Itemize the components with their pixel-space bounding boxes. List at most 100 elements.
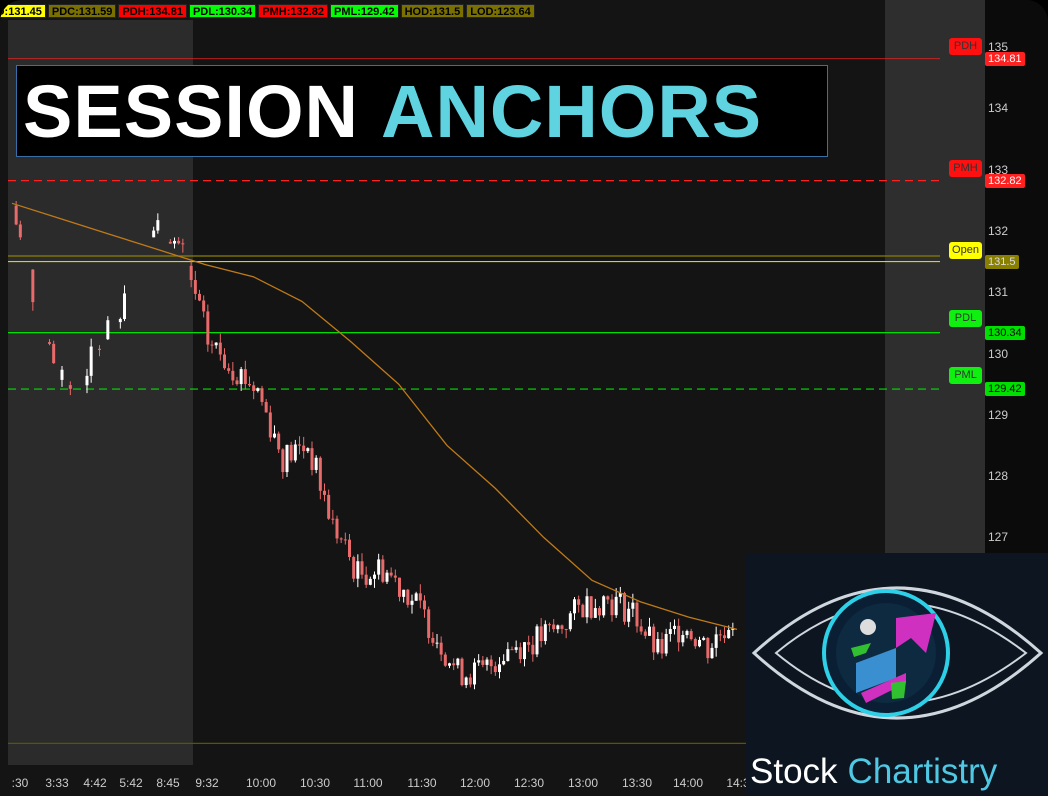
candle-body <box>85 375 89 386</box>
candle-body <box>168 241 172 244</box>
candle-body <box>481 660 485 665</box>
candle-body <box>260 388 264 402</box>
y-tick-label: 134 <box>988 101 1009 116</box>
candle-body <box>631 602 635 609</box>
candle-body <box>714 634 718 648</box>
title-word-2: ANCHORS <box>381 70 763 153</box>
candle-body <box>306 448 310 452</box>
candle-body <box>677 625 681 643</box>
candle-body <box>181 243 185 245</box>
x-tick-label: 14:3 <box>726 776 750 790</box>
candle-body <box>318 457 322 491</box>
level-badge: HOD:131.5 <box>400 4 465 18</box>
candle-body <box>439 642 443 655</box>
candle-body <box>560 625 564 629</box>
candle-body <box>731 628 735 630</box>
candle-body <box>568 613 572 630</box>
candle-body <box>435 642 439 644</box>
candle-body <box>239 369 243 385</box>
candle-body <box>627 608 631 622</box>
candle-body <box>193 280 197 294</box>
level-badge: O:131.45 <box>0 4 46 18</box>
candle-body <box>68 385 72 389</box>
candle-body <box>364 574 368 585</box>
candle-body <box>252 385 256 391</box>
level-badge: PDL:130.34 <box>188 4 257 18</box>
x-tick-label: 12:30 <box>513 776 545 790</box>
candle-body <box>31 269 35 303</box>
candle-body <box>418 593 422 601</box>
candle-body <box>368 578 372 585</box>
candle-body <box>623 593 626 622</box>
candle-body <box>152 230 156 238</box>
candle-body <box>352 556 356 579</box>
candle-body <box>314 457 318 470</box>
level-badge: PDC:131.59 <box>47 4 117 18</box>
x-tick-label: 12:00 <box>459 776 491 790</box>
candle-body <box>189 265 193 281</box>
candle-body <box>60 369 64 380</box>
candle-body <box>648 626 651 636</box>
candle-body <box>210 344 214 346</box>
x-tick-label: 5:42 <box>119 776 143 790</box>
candle-body <box>589 596 593 618</box>
candle-body <box>414 593 418 601</box>
candle-body <box>281 449 285 473</box>
candle-body <box>310 448 314 470</box>
eye-logo-icon <box>751 586 1044 720</box>
candle-body <box>635 602 639 627</box>
candle-body <box>552 624 556 630</box>
candle-body <box>493 666 497 673</box>
candle-body <box>302 445 306 452</box>
candle-body <box>514 647 518 650</box>
candle-body <box>468 677 472 685</box>
candle-body <box>356 561 360 579</box>
x-tick-label: 11:00 <box>353 776 383 790</box>
x-tick-label: 3:33 <box>45 776 69 790</box>
candle-body <box>506 649 510 661</box>
level-marker-pml: PML <box>949 367 982 384</box>
candle-body <box>331 518 335 520</box>
candle-body <box>643 631 647 636</box>
candle-body <box>248 383 251 386</box>
y-tick-label: 127 <box>988 530 1009 545</box>
candle-body <box>398 577 401 597</box>
candle-body <box>423 600 426 610</box>
x-tick-label: 13:00 <box>567 776 599 790</box>
candle-body <box>52 343 56 364</box>
candle-body <box>218 342 222 355</box>
candle-body <box>689 631 693 640</box>
candle-body <box>535 626 539 655</box>
candle-body <box>727 629 731 639</box>
level-badge: PMH:132.82 <box>258 4 329 18</box>
level-badge: LOD:123.64 <box>466 4 535 18</box>
candle-body <box>98 348 101 350</box>
candle-body <box>348 539 351 557</box>
candle-body <box>214 342 218 346</box>
price-tag-pdl: 130.34 <box>985 325 1025 340</box>
candle-body <box>618 593 622 597</box>
candle-body <box>664 634 668 654</box>
level-badge: PML:129.42 <box>330 4 399 18</box>
candle-body <box>14 205 18 225</box>
candle-body <box>156 220 160 231</box>
candle-body <box>389 572 393 576</box>
level-badge: PDH:134.81 <box>118 4 187 18</box>
candle-body <box>556 625 560 630</box>
candle-body <box>385 572 389 582</box>
candle-body <box>693 639 697 647</box>
candle-body <box>723 635 726 639</box>
candle-body <box>123 293 126 320</box>
level-badges-bar: O:131.45 PDC:131.59 PDH:134.81 PDL:130.34 PM… <box>0 0 535 20</box>
price-tag-pmh: 132.82 <box>985 173 1025 188</box>
y-tick-label: 128 <box>988 469 1009 484</box>
candle-body <box>518 647 522 660</box>
candle-body <box>531 644 535 655</box>
candle-body <box>485 659 489 665</box>
price-tag-pml: 129.42 <box>985 382 1025 397</box>
candle-body <box>606 596 610 600</box>
x-tick-label: 10:00 <box>245 776 277 790</box>
candle-body <box>285 444 289 473</box>
logo-word-1: Stock <box>750 752 838 791</box>
